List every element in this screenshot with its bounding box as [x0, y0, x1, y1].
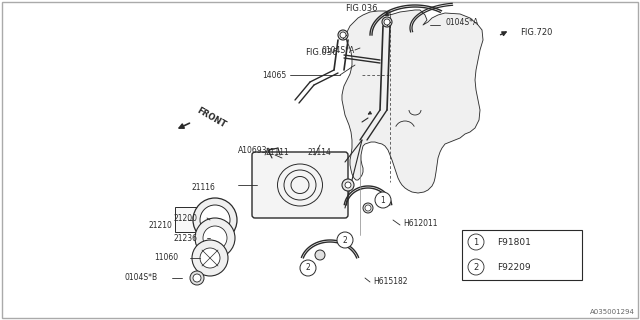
Text: FIG.720: FIG.720 [520, 28, 552, 36]
Circle shape [300, 260, 316, 276]
Text: 21114: 21114 [308, 148, 332, 156]
Circle shape [192, 240, 228, 276]
Circle shape [338, 30, 348, 40]
Text: 21200: 21200 [174, 213, 198, 222]
Text: A035001294: A035001294 [590, 309, 635, 315]
Circle shape [382, 17, 392, 27]
Circle shape [193, 198, 237, 242]
Text: A10693: A10693 [238, 146, 268, 155]
Circle shape [468, 234, 484, 250]
Circle shape [200, 205, 230, 235]
Text: FIG.036: FIG.036 [345, 4, 378, 12]
Text: 2: 2 [474, 262, 479, 271]
Circle shape [203, 226, 227, 250]
Circle shape [384, 19, 390, 25]
Circle shape [200, 248, 220, 268]
Circle shape [315, 250, 325, 260]
Text: 0104S*A: 0104S*A [445, 18, 478, 27]
Text: 1: 1 [381, 196, 385, 204]
Circle shape [340, 32, 346, 38]
Circle shape [195, 218, 235, 258]
Text: H615182: H615182 [373, 277, 408, 286]
Text: FIG.036: FIG.036 [305, 47, 337, 57]
Text: 11060: 11060 [154, 253, 178, 262]
Text: 21210: 21210 [148, 220, 172, 229]
Text: 1: 1 [474, 237, 479, 246]
Circle shape [342, 179, 354, 191]
Text: F91801: F91801 [497, 237, 531, 246]
Text: 21111: 21111 [265, 148, 289, 156]
Text: 21236: 21236 [174, 234, 198, 243]
Circle shape [365, 205, 371, 211]
Circle shape [468, 259, 484, 275]
Circle shape [190, 271, 204, 285]
Circle shape [375, 192, 391, 208]
Text: 14065: 14065 [262, 70, 286, 79]
Text: 2: 2 [342, 236, 348, 244]
Circle shape [363, 203, 373, 213]
Circle shape [337, 232, 353, 248]
Bar [175, 207, 205, 232]
Polygon shape [342, 10, 483, 193]
Circle shape [345, 182, 351, 188]
Text: H612011: H612011 [403, 219, 438, 228]
Text: FRONT: FRONT [195, 106, 227, 130]
Text: 21116: 21116 [191, 182, 215, 191]
Text: F92209: F92209 [497, 262, 531, 271]
Circle shape [193, 274, 201, 282]
Text: 0104S*A: 0104S*A [322, 45, 355, 54]
Text: 0104S*B: 0104S*B [125, 274, 158, 283]
Bar [462, 230, 582, 280]
Text: 2: 2 [306, 263, 310, 273]
FancyBboxPatch shape [252, 152, 348, 218]
